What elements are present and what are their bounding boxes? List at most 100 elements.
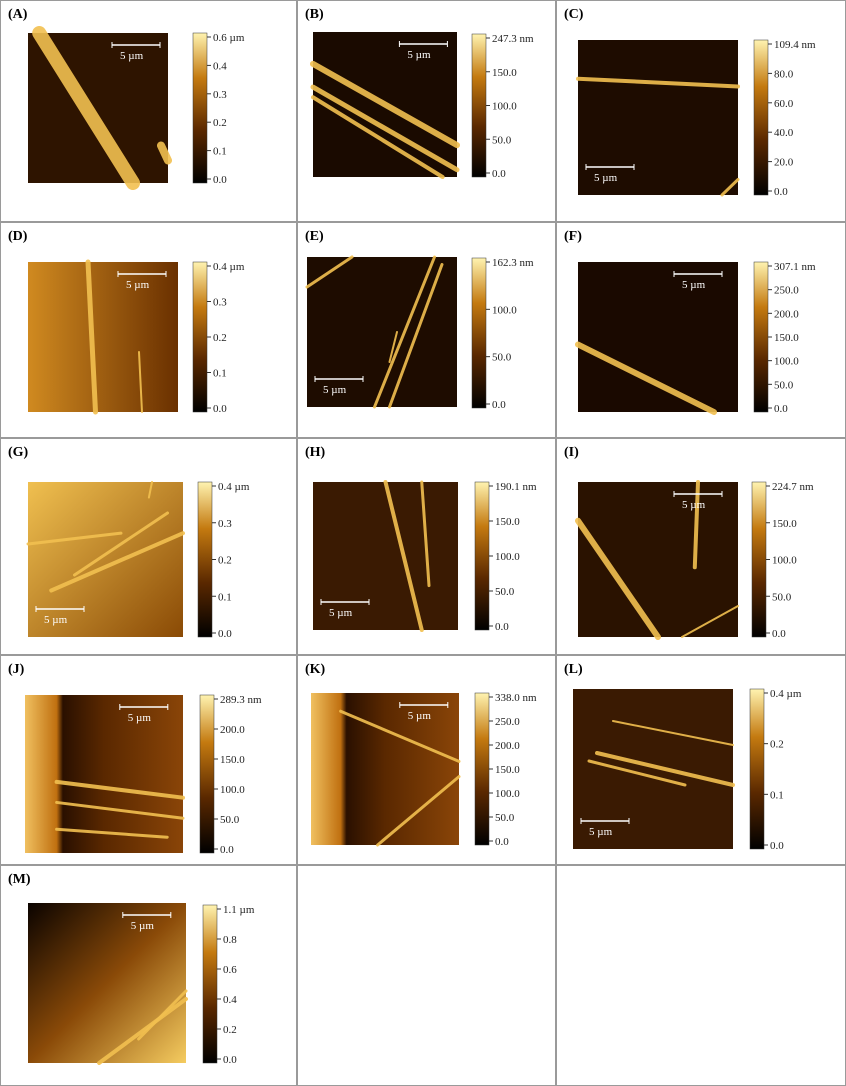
afm-image [573, 689, 733, 849]
colorbar-label: 100.0 [495, 788, 520, 800]
panel-label: (G) [8, 445, 29, 460]
colorbar-label: 109.4 nm [774, 39, 816, 51]
colorbar-label: 0.0 [770, 840, 784, 852]
colorbar-label: 60.0 [774, 98, 794, 110]
colorbar-label: 0.0 [213, 403, 227, 415]
colorbar-label: 190.1 nm [495, 481, 537, 493]
panel-label: (C) [564, 7, 584, 22]
colorbar [203, 905, 217, 1063]
scale-label: 5 µm [329, 607, 353, 619]
figure: (A) 5 µm 0.6 µm 0.4 0.3 0.2 0.1 0.0 (B) 5 µm 247.3… [0, 0, 846, 1086]
colorbar-label: 0.0 [218, 628, 232, 640]
colorbar-label: 247.3 nm [492, 33, 534, 45]
scale-label: 5 µm [131, 920, 155, 932]
panel-label: (K) [305, 662, 326, 677]
colorbar-label: 0.0 [213, 174, 227, 186]
colorbar-label: 0.0 [495, 621, 509, 633]
scale-label: 5 µm [44, 614, 68, 626]
panel-label: (F) [564, 229, 582, 244]
scale-label: 5 µm [407, 49, 431, 61]
colorbar-label: 0.1 [213, 146, 227, 158]
scale-label: 5 µm [682, 499, 706, 511]
panel-label: (A) [8, 7, 28, 22]
colorbar-label: 0.6 µm [213, 32, 245, 44]
colorbar-label: 200.0 [220, 724, 245, 736]
colorbar-label: 100.0 [492, 101, 517, 113]
colorbar-label: 0.0 [774, 186, 788, 198]
scale-label: 5 µm [120, 50, 144, 62]
panel-label: (I) [564, 445, 579, 460]
colorbar-label: 150.0 [772, 518, 797, 530]
colorbar-label: 50.0 [492, 134, 512, 146]
panel-label: (E) [305, 229, 324, 244]
colorbar-label: 0.0 [492, 168, 506, 180]
colorbar-label: 100.0 [774, 356, 799, 368]
scale-label: 5 µm [128, 712, 152, 724]
colorbar [752, 482, 766, 637]
colorbar-label: 338.0 nm [495, 692, 537, 704]
colorbar-label: 50.0 [492, 352, 512, 364]
afm-image [578, 262, 738, 412]
colorbar-label: 150.0 [495, 764, 520, 776]
panel-label: (J) [8, 662, 25, 677]
colorbar-label: 100.0 [772, 555, 797, 567]
colorbar-label: 0.0 [223, 1054, 237, 1066]
panel-label: (H) [305, 445, 326, 460]
colorbar-label: 0.0 [495, 836, 509, 848]
colorbar-label: 0.0 [774, 403, 788, 415]
colorbar-label: 0.2 [770, 739, 784, 751]
colorbar-label: 0.0 [220, 844, 234, 856]
colorbar-label: 0.3 [213, 89, 227, 101]
colorbar-label: 0.0 [492, 399, 506, 411]
colorbar-label: 307.1 nm [774, 261, 816, 273]
colorbar-label: 100.0 [492, 304, 517, 316]
colorbar [198, 482, 212, 637]
colorbar-label: 1.1 µm [223, 904, 255, 916]
colorbar-label: 50.0 [772, 591, 792, 603]
colorbar-label: 0.4 µm [213, 261, 245, 273]
colorbar-label: 150.0 [495, 516, 520, 528]
panel-label: (B) [305, 7, 324, 22]
colorbar-label: 0.4 µm [218, 481, 250, 493]
colorbar-label: 50.0 [774, 379, 794, 391]
colorbar-label: 0.3 [218, 518, 232, 530]
colorbar-label: 0.2 [213, 332, 227, 344]
colorbar-label: 289.3 nm [220, 694, 262, 706]
colorbar-label: 0.1 [213, 368, 227, 380]
afm-image [311, 693, 459, 845]
colorbar-label: 0.4 µm [770, 688, 802, 700]
colorbar [754, 40, 768, 195]
colorbar-label: 162.3 nm [492, 257, 534, 269]
colorbar-label: 0.1 [770, 789, 784, 801]
afm-image [25, 695, 183, 853]
colorbar-label: 0.2 [218, 555, 232, 567]
colorbar-label: 150.0 [774, 332, 799, 344]
panel-label: (M) [8, 872, 31, 887]
colorbar-label: 50.0 [495, 812, 515, 824]
panel-label: (L) [564, 662, 583, 677]
colorbar [200, 695, 214, 853]
colorbar-label: 50.0 [220, 814, 240, 826]
colorbar-label: 40.0 [774, 127, 794, 139]
colorbar-label: 0.0 [772, 628, 786, 640]
scale-label: 5 µm [589, 826, 613, 838]
scale-label: 5 µm [682, 279, 706, 291]
colorbar-label: 150.0 [220, 754, 245, 766]
colorbar [475, 482, 489, 630]
colorbar [754, 262, 768, 412]
colorbar-label: 0.2 [223, 1024, 237, 1036]
colorbar-label: 200.0 [774, 308, 799, 320]
scale-label: 5 µm [408, 710, 432, 722]
colorbar-label: 0.1 [218, 591, 232, 603]
afm-image [28, 262, 178, 412]
colorbar-label: 80.0 [774, 68, 794, 80]
colorbar-label: 20.0 [774, 157, 794, 169]
colorbar-label: 100.0 [495, 551, 520, 563]
scale-label: 5 µm [594, 172, 618, 184]
colorbar [193, 33, 207, 183]
colorbar-label: 0.4 [213, 60, 227, 72]
cell-border [557, 866, 846, 1086]
colorbar-label: 50.0 [495, 586, 515, 598]
colorbar [193, 262, 207, 412]
colorbar-label: 0.4 [223, 994, 237, 1006]
